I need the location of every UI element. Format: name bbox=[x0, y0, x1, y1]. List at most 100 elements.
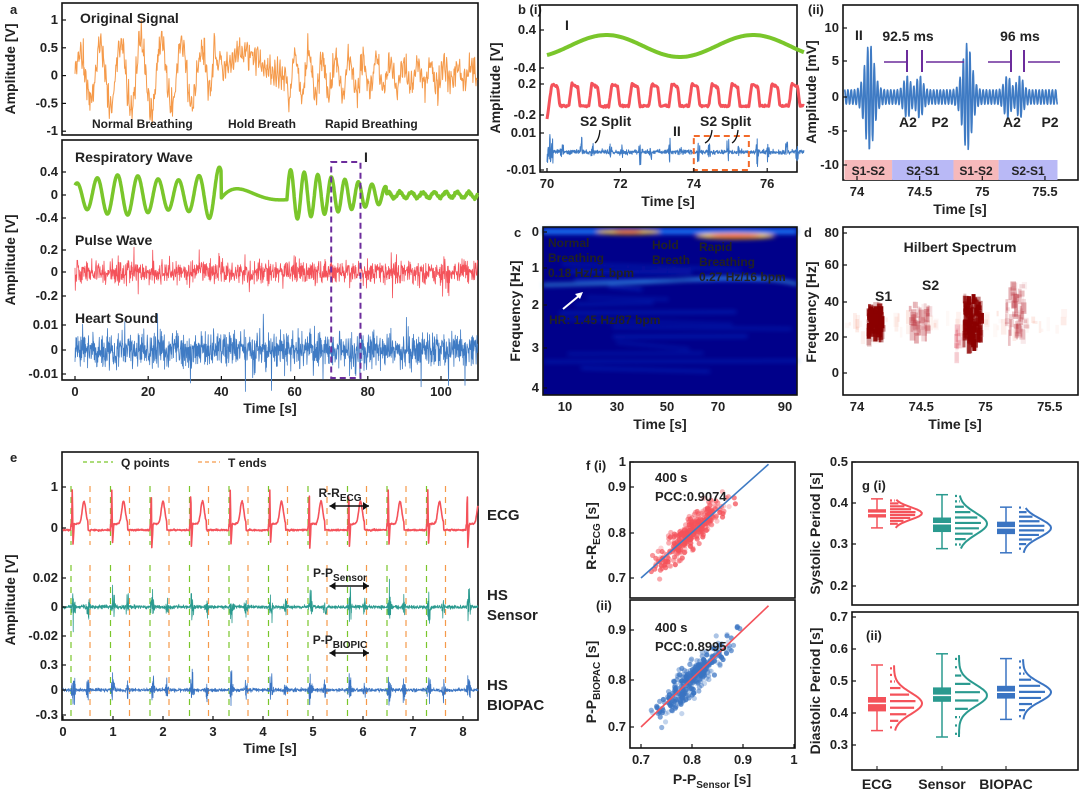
annotation-heart-rate: HR: 1.45 Hz/87 bpm bbox=[549, 313, 660, 327]
hilbert-cell bbox=[1032, 320, 1038, 324]
hilbert-cell bbox=[974, 317, 981, 330]
peak-label: A2 bbox=[1003, 114, 1021, 130]
hilbert-cell bbox=[983, 319, 989, 325]
hilbert-cell bbox=[915, 312, 918, 318]
hilbert-cell bbox=[876, 329, 882, 338]
hilbert-cell bbox=[872, 320, 878, 334]
hilbert-cell bbox=[912, 322, 918, 326]
f-xlabel-unit: [s] bbox=[730, 771, 751, 787]
hilbert-cell bbox=[1021, 311, 1025, 320]
annotation-s2: S2 bbox=[922, 277, 939, 293]
hilbert-cell bbox=[925, 312, 930, 323]
arrowhead-icon bbox=[575, 292, 583, 299]
hilbert-cell bbox=[1011, 300, 1016, 309]
hilbert-cell bbox=[958, 343, 965, 349]
band-streak bbox=[616, 341, 690, 350]
hilbert-cell bbox=[955, 318, 960, 324]
hilbert-cell bbox=[925, 322, 930, 331]
hilbert-cell bbox=[925, 324, 931, 332]
hs-sensor-ytick: 0 bbox=[51, 599, 58, 614]
hilbert-cell bbox=[876, 318, 882, 329]
hilbert-cell bbox=[914, 321, 921, 330]
hilbert-cell bbox=[978, 312, 984, 321]
g-category-label: Sensor bbox=[918, 776, 966, 792]
scatter-point bbox=[701, 672, 707, 678]
hilbert-cell bbox=[968, 328, 972, 346]
hilbert-cell bbox=[1012, 329, 1017, 341]
hilbert-cell bbox=[975, 318, 978, 323]
band-streak bbox=[559, 318, 733, 326]
hilbert-cell bbox=[970, 332, 974, 346]
panel-f-ii-plot bbox=[629, 599, 796, 749]
heart-sound-label: Heart Sound bbox=[75, 310, 158, 326]
scatter-point bbox=[671, 678, 677, 684]
scatter-point bbox=[696, 684, 702, 690]
hilbert-cell bbox=[921, 303, 928, 321]
d-title: Hilbert Spectrum bbox=[904, 239, 1017, 255]
scatter-point bbox=[690, 680, 696, 686]
scatter-point bbox=[705, 669, 711, 675]
hilbert-cell bbox=[1026, 319, 1029, 333]
hilbert-cell bbox=[957, 332, 963, 343]
hilbert-cell bbox=[1046, 317, 1051, 332]
scatter-point bbox=[691, 690, 697, 696]
b-pulse-ytick: -0.2 bbox=[514, 107, 536, 122]
hilbert-cell bbox=[1019, 328, 1026, 340]
hilbert-cell bbox=[878, 308, 883, 321]
scatter-point bbox=[699, 649, 705, 655]
scatter-point bbox=[665, 559, 671, 565]
hilbert-cell bbox=[984, 314, 990, 331]
c-ytick: 4 bbox=[532, 380, 540, 395]
phase-label: S1-S2 bbox=[852, 164, 886, 178]
hilbert-cell bbox=[1031, 316, 1036, 324]
g-ytick: 0.4 bbox=[830, 495, 849, 510]
panel-g-ii-plot bbox=[851, 611, 1079, 771]
scatter-point bbox=[701, 680, 708, 687]
panel-label-g: g (i) bbox=[862, 478, 886, 493]
f-ylabel-1-subscript: BIOPAC bbox=[592, 662, 603, 700]
hilbert-cell bbox=[956, 337, 963, 341]
annotation-s1: S1 bbox=[875, 288, 892, 304]
f-ytick: 0.7 bbox=[608, 570, 626, 585]
interval-ppb-label: P-PBIOPIC bbox=[313, 633, 367, 651]
half-violin bbox=[894, 498, 923, 529]
scatter-point bbox=[679, 710, 685, 717]
a-xtick: 100 bbox=[430, 384, 452, 399]
f-ylabel-1-main: P-P bbox=[583, 700, 599, 723]
phase-label: S2-S1 bbox=[906, 164, 940, 178]
hilbert-cell bbox=[933, 322, 937, 328]
g-ytick: 0.6 bbox=[830, 641, 848, 656]
scatter-point bbox=[665, 709, 671, 715]
d-ylabel: Frequency [Hz] bbox=[803, 261, 819, 362]
hilbert-cell bbox=[917, 329, 921, 336]
scatter-point bbox=[671, 533, 677, 540]
scatter-point bbox=[700, 532, 706, 538]
f-ylabel-0-unit: [s] bbox=[583, 502, 599, 523]
interval-label: 96 ms bbox=[1000, 28, 1040, 44]
scatter-point bbox=[657, 576, 663, 582]
hilbert-cell bbox=[1055, 324, 1059, 334]
hilbert-cell bbox=[924, 319, 928, 324]
hs-sensor-label-2: Sensor bbox=[487, 607, 538, 624]
hilbert-cell bbox=[919, 307, 922, 323]
hilbert-cell bbox=[968, 324, 971, 330]
scatter-point bbox=[690, 545, 696, 551]
hilbert-cell bbox=[912, 325, 915, 329]
hilbert-cell bbox=[1023, 319, 1028, 323]
c-ytick: 1 bbox=[532, 260, 539, 275]
hilbert-cell bbox=[899, 326, 903, 338]
phase-band bbox=[998, 160, 1058, 180]
hilbert-cell bbox=[993, 323, 998, 338]
c-ylabel: Frequency [Hz] bbox=[507, 260, 523, 361]
scatter-point bbox=[719, 489, 726, 495]
hilbert-cell bbox=[1004, 322, 1009, 327]
hilbert-cell bbox=[916, 321, 921, 334]
g-ytick: 0.4 bbox=[830, 705, 849, 720]
hilbert-cell bbox=[1008, 325, 1012, 329]
hilbert-cell bbox=[933, 320, 938, 329]
hilbert-cell bbox=[966, 336, 971, 354]
a-bottom-ylabel: Amplitude [V] bbox=[2, 215, 18, 306]
half-violin bbox=[893, 665, 923, 731]
annotation-hold-breath: Hold Breath bbox=[228, 117, 296, 131]
scatter-point bbox=[684, 539, 690, 545]
